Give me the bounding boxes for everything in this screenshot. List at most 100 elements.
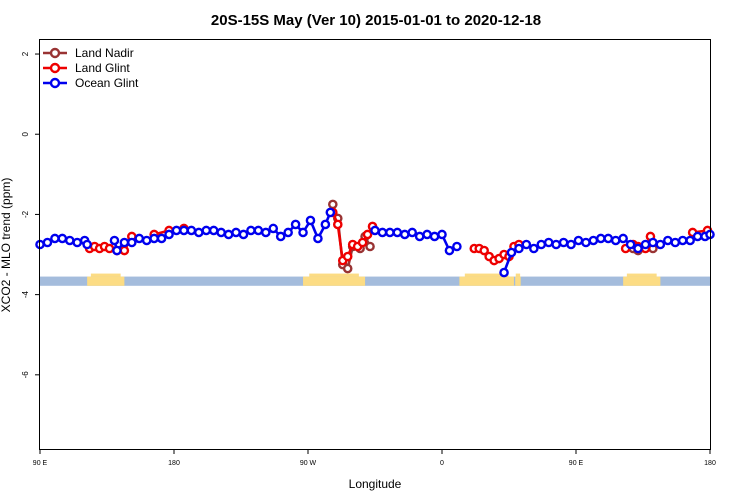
data-point	[377, 227, 388, 238]
data-point	[536, 239, 547, 250]
data-point	[342, 251, 353, 262]
land-band-segment	[303, 276, 366, 286]
data-point	[216, 227, 226, 238]
data-point	[268, 223, 279, 234]
data-point	[444, 245, 455, 256]
data-point	[603, 233, 614, 244]
data-point	[543, 237, 554, 248]
y-tick-label: -2	[21, 210, 30, 218]
data-point	[127, 237, 137, 248]
data-point	[506, 247, 517, 258]
data-point	[385, 227, 395, 238]
legend-item: Ocean Glint	[43, 76, 139, 90]
data-point	[640, 239, 651, 250]
data-point	[566, 239, 576, 250]
y-tick-label: 2	[21, 51, 30, 56]
land-band-segment	[459, 276, 514, 286]
data-point	[610, 235, 621, 246]
legend-swatch-marker	[49, 62, 61, 74]
data-point	[499, 267, 509, 278]
x-tick-label: 90 E	[33, 460, 48, 467]
legend-label: Ocean Glint	[75, 76, 139, 90]
x-axis-label: Longitude	[349, 477, 402, 491]
data-point	[625, 239, 636, 250]
data-point	[261, 227, 271, 238]
data-point	[50, 233, 60, 244]
data-point	[365, 241, 375, 252]
data-point	[429, 231, 440, 242]
data-point	[104, 243, 115, 254]
data-point	[112, 245, 122, 256]
data-point	[596, 233, 606, 244]
data-point	[119, 237, 130, 248]
data-point	[320, 219, 331, 230]
data-point	[655, 239, 666, 250]
legend-item: Land Glint	[43, 61, 130, 75]
surface-band	[40, 273, 710, 286]
data-point	[581, 237, 591, 248]
data-point	[588, 235, 599, 246]
series-group	[35, 199, 715, 278]
data-point	[342, 263, 353, 274]
data-point	[149, 233, 159, 244]
x-tick-label: 0	[440, 460, 444, 467]
data-point	[392, 227, 403, 238]
land-band-bump	[309, 273, 359, 277]
data-point	[399, 229, 410, 240]
x-tick-label: 180	[168, 460, 180, 467]
data-point	[422, 229, 432, 240]
data-point	[305, 215, 316, 226]
data-point	[370, 225, 380, 236]
data-point	[164, 229, 174, 240]
land-band-bump	[515, 273, 521, 277]
data-point	[618, 233, 628, 244]
legend-swatch-marker	[49, 47, 61, 59]
legend-label: Land Glint	[75, 61, 130, 75]
data-point	[208, 225, 219, 236]
plot-frame	[39, 39, 711, 450]
data-point	[223, 229, 234, 240]
data-point	[313, 233, 323, 244]
data-point	[328, 199, 338, 210]
data-point	[357, 237, 368, 248]
data-point	[685, 235, 695, 246]
chart-title: 20S-15S May (Ver 10) 2015-01-01 to 2020-…	[211, 12, 541, 29]
ocean-band	[40, 276, 710, 286]
data-point	[72, 237, 83, 248]
data-point	[231, 227, 241, 238]
x-tick-label: 180	[704, 460, 716, 467]
data-point	[407, 227, 418, 238]
data-point	[558, 237, 569, 248]
data-point	[692, 231, 703, 242]
data-point	[42, 237, 53, 248]
legend-label: Land Nadir	[75, 46, 134, 60]
land-band-bump	[464, 273, 509, 277]
data-point	[171, 225, 182, 236]
data-point	[179, 225, 189, 236]
data-point	[551, 239, 561, 250]
data-point	[514, 243, 524, 254]
x-tick-label: 90 W	[300, 460, 317, 467]
data-point	[201, 225, 212, 236]
data-point	[283, 227, 293, 238]
x-axis: 90 E 180 90 W 0 90 E 180	[33, 449, 716, 467]
series-ocean-glint	[35, 207, 715, 278]
y-tick-label: -4	[21, 291, 30, 299]
data-point	[573, 235, 584, 246]
y-axis: 2 0 -2 -4 -6	[21, 51, 40, 378]
x-tick-label: 90 E	[569, 460, 584, 467]
data-point	[414, 231, 425, 242]
y-axis-label: XCO2 - MLO trend (ppm)	[0, 178, 13, 313]
data-point	[452, 241, 462, 252]
land-band-segment	[87, 276, 125, 286]
data-point	[479, 245, 489, 256]
data-point	[663, 235, 673, 246]
data-point	[141, 235, 152, 246]
data-point	[325, 207, 336, 218]
data-point	[82, 239, 92, 250]
data-point	[186, 225, 197, 236]
data-point	[521, 239, 532, 250]
data-point	[298, 227, 308, 238]
y-tick-label: 0	[21, 131, 30, 136]
